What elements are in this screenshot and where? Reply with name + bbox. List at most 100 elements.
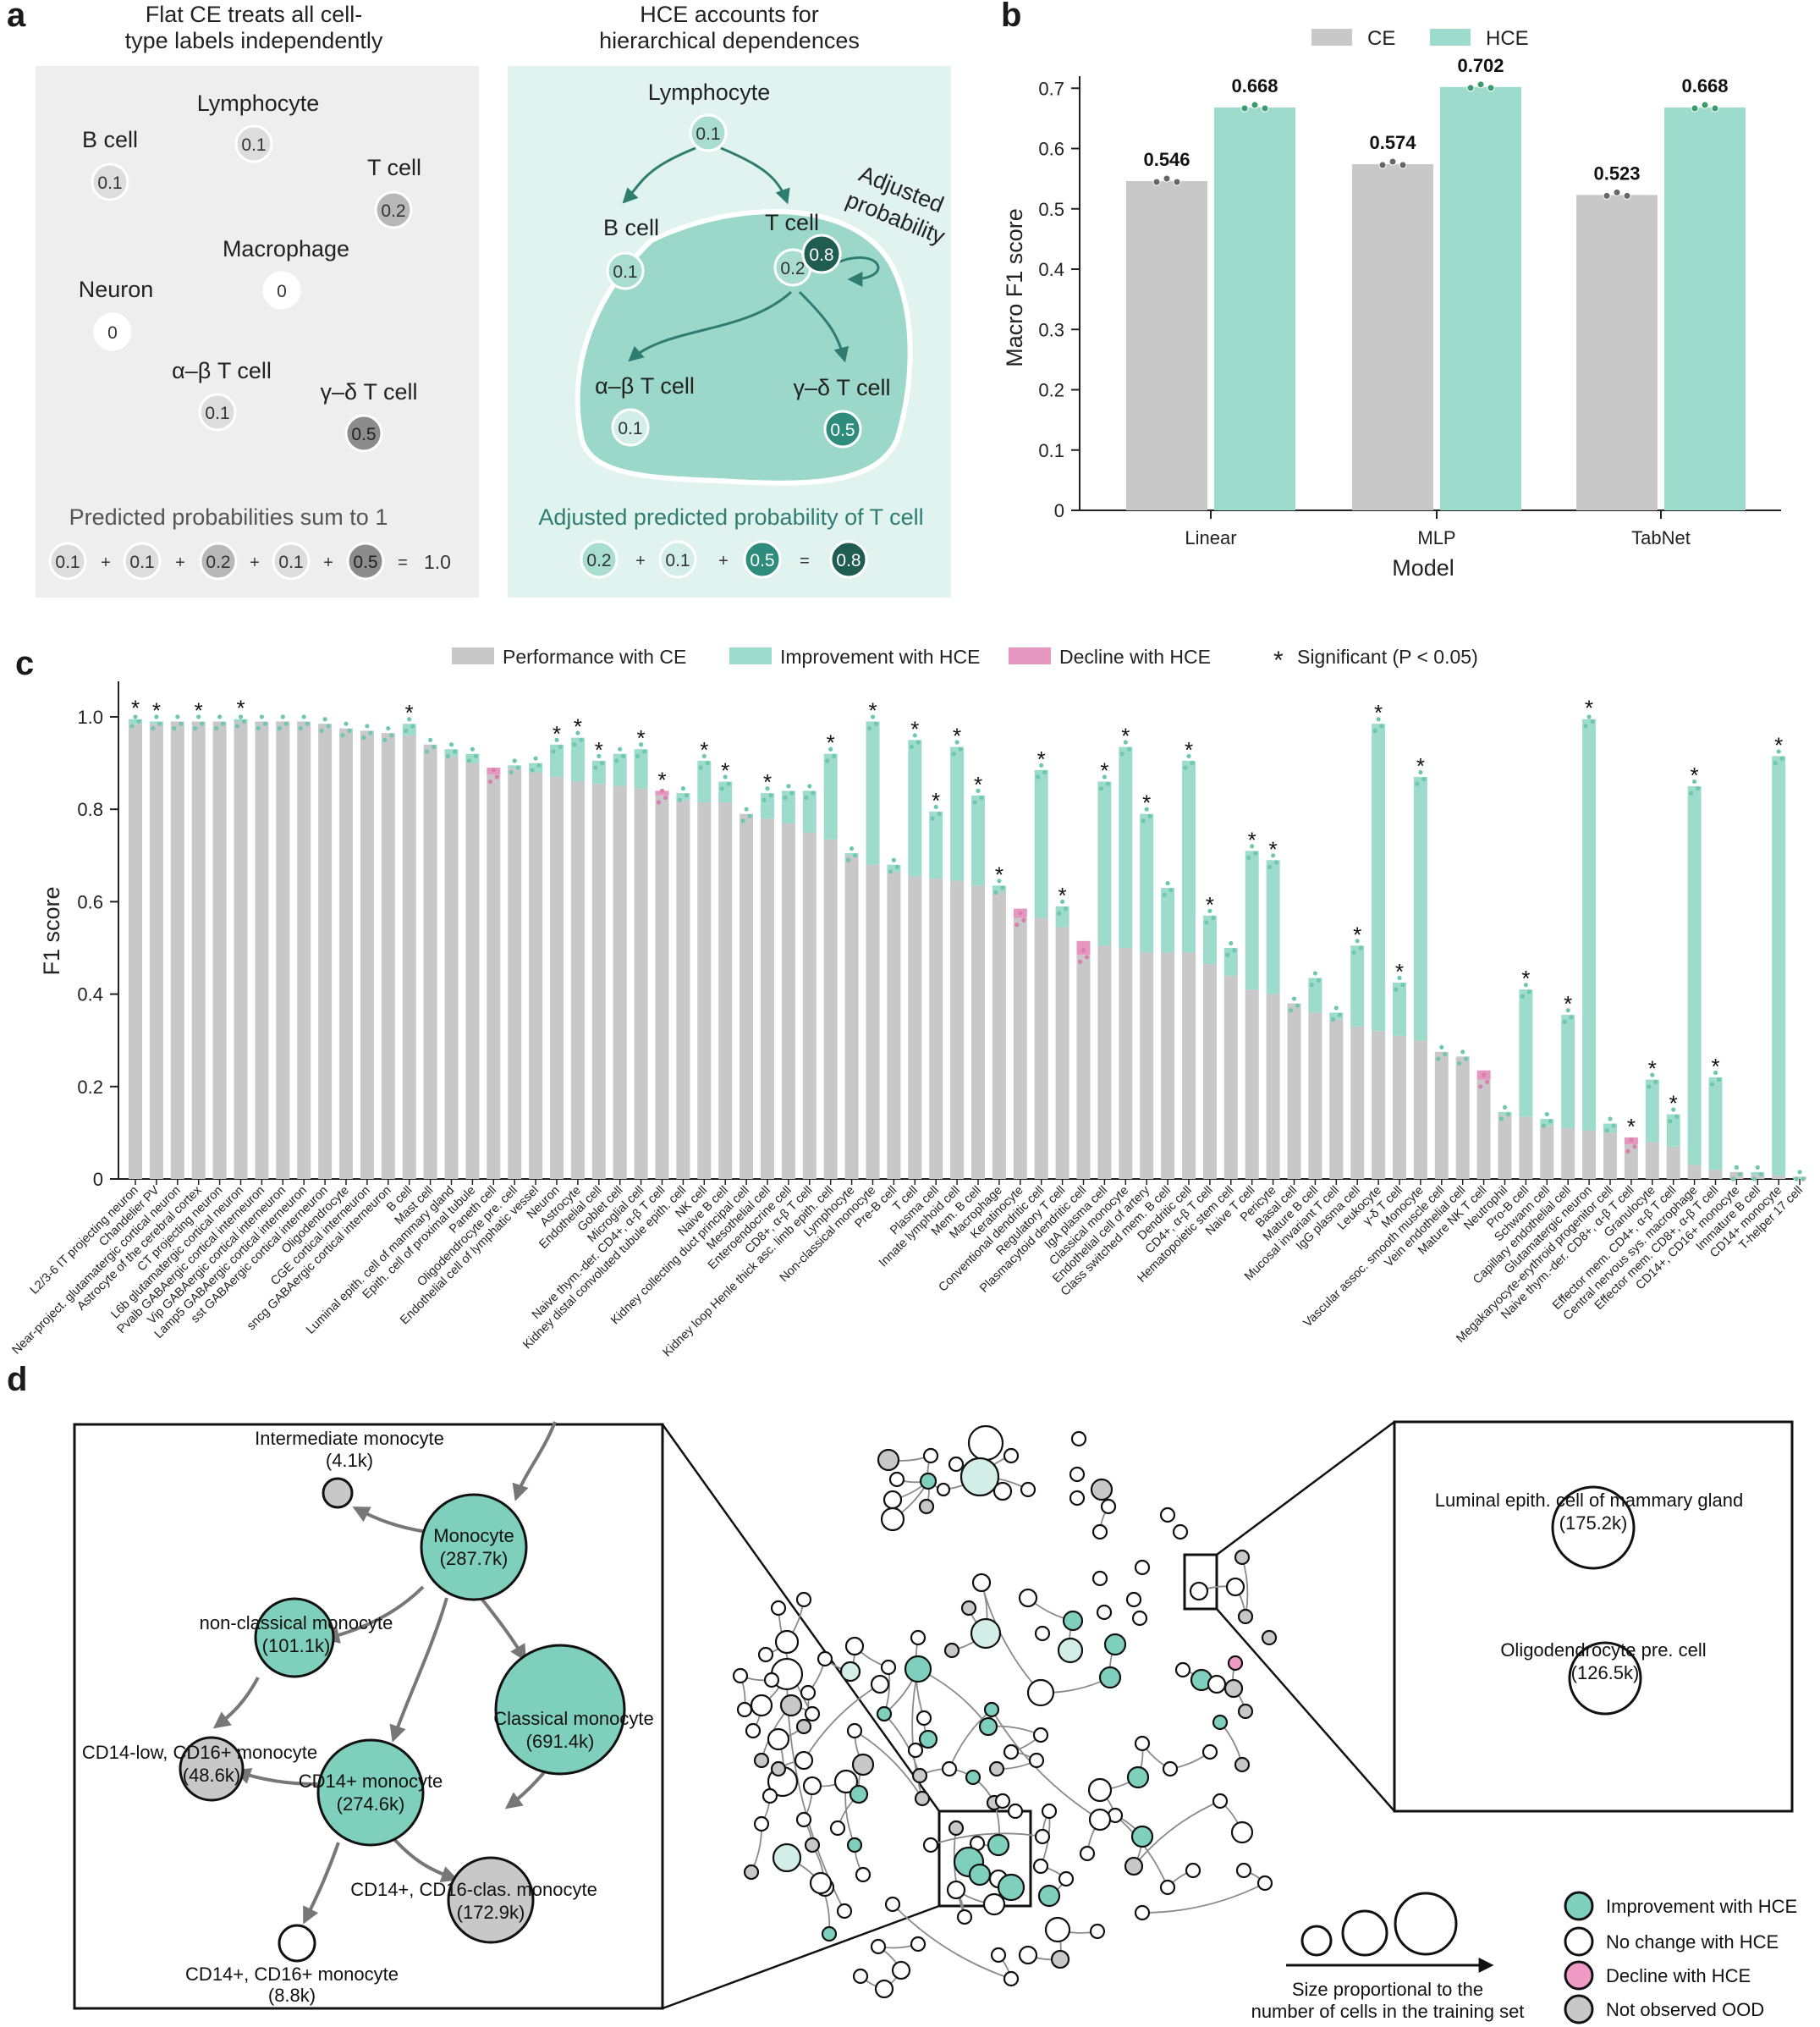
d-network-node — [794, 1750, 814, 1771]
c-bar-ce-18 — [508, 768, 522, 1179]
d-network-node — [904, 1655, 932, 1683]
c-bar-delta-68 — [1561, 1015, 1575, 1128]
c-bar-ce-19 — [529, 772, 543, 1179]
c-star-20: * — [553, 721, 561, 746]
c-rep-dot — [368, 730, 373, 735]
right-sum-term-1: 0.2 — [586, 551, 611, 570]
c-rep-dot — [554, 737, 559, 742]
d-network-node — [880, 1659, 897, 1676]
c-bar-ce-73 — [1666, 1146, 1680, 1179]
c-rep-dot — [659, 788, 665, 793]
c-bar-ce-60 — [1393, 1035, 1406, 1179]
c-rep-dot — [262, 721, 267, 726]
c-rep-dot — [241, 719, 247, 724]
c-rep-dot — [1333, 1005, 1339, 1011]
d-network-node — [876, 1705, 893, 1722]
c-rep-dot — [347, 728, 352, 733]
c-rep-dot — [909, 744, 914, 750]
d-network-node — [1037, 1884, 1061, 1908]
d-network-graph — [732, 1424, 1278, 1999]
c-rep-dot — [1482, 1072, 1487, 1077]
d-network-node — [891, 1960, 911, 1980]
right-sum-term-3-circle — [743, 540, 782, 579]
b-y-axis-label: Macro F1 score — [1002, 208, 1027, 367]
left-node-alpha-beta-label: α–β T cell — [172, 358, 272, 383]
c-rep-dot — [283, 721, 289, 726]
d-network-node — [1032, 1858, 1049, 1875]
c-bar-ce-28 — [718, 802, 733, 1179]
d-count-cd14: (274.6k) — [337, 1793, 405, 1815]
c-rep-dot — [221, 721, 226, 726]
c-bar-ce-47 — [1119, 948, 1133, 1179]
c-bar-ce-48 — [1140, 952, 1154, 1179]
b-rep-dot — [1163, 174, 1171, 183]
c-bar-ce-52 — [1223, 975, 1238, 1179]
c-rep-dot — [1207, 908, 1212, 913]
c-bar-ce-79 — [1793, 1176, 1807, 1179]
c-rep-dot — [1569, 1015, 1574, 1020]
c-bar-delta-77 — [1751, 1171, 1765, 1175]
c-rep-dot — [866, 726, 872, 731]
c-bar-ce-50 — [1182, 952, 1196, 1179]
c-rep-dot — [1288, 1008, 1294, 1013]
c-bar-delta-75 — [1708, 1077, 1723, 1170]
d-network-node — [774, 1629, 800, 1655]
b-bar-label-hce-tabnet: 0.668 — [1681, 75, 1728, 96]
c-bar-delta-0 — [129, 719, 142, 724]
c-rep-dot — [407, 717, 412, 722]
d-network-node — [1234, 1549, 1251, 1566]
d-network-node — [1230, 1820, 1254, 1844]
d-network-node — [1237, 1703, 1254, 1720]
left-node-lymphocyte: Lymphocyte 0.1 — [197, 91, 319, 163]
d-network-node — [910, 1629, 926, 1646]
c-rep-dot — [1526, 989, 1531, 994]
c-bar-delta-49 — [1161, 888, 1175, 953]
c-rep-dot — [1337, 1012, 1342, 1017]
d-network-node — [880, 1506, 905, 1532]
c-rep-dot — [642, 749, 647, 754]
c-rep-dot — [172, 726, 177, 731]
d-network-node — [1069, 1490, 1086, 1506]
b-rep-dot — [1173, 178, 1181, 186]
c-rep-dot — [305, 721, 310, 726]
b-bar-label-ce-tabnet: 0.523 — [1593, 162, 1640, 184]
d-label-nonclassical: non-classical monocyte — [200, 1612, 393, 1633]
c-rep-dot — [677, 797, 683, 802]
left-sum-term-3: 0.2 — [206, 553, 230, 572]
b-ytick-label-2: 0.2 — [1038, 380, 1064, 401]
d-network-node — [1189, 1581, 1209, 1601]
c-star-75: * — [1711, 1054, 1719, 1079]
d-node-cd14low-cd16 — [179, 1736, 245, 1802]
d-network-node — [1235, 1862, 1252, 1879]
c-legend-hce-swatch — [729, 647, 772, 664]
c-rep-dot — [389, 733, 394, 738]
c-bar-ce-42 — [1013, 917, 1027, 1179]
d-network-node — [1098, 1666, 1122, 1689]
c-bar-delta-54 — [1266, 860, 1280, 994]
d-size-small — [1300, 1925, 1333, 1957]
d-network-node — [1088, 1808, 1112, 1831]
c-ytick-label-5: 1.0 — [77, 707, 103, 728]
c-bar-delta-18 — [508, 765, 522, 768]
c-star-41: * — [995, 862, 1003, 887]
c-bar-delta-61 — [1413, 776, 1427, 1041]
left-sum-label: Predicted probabilities sum to 1 — [69, 504, 388, 530]
d-label-cd14-cd16-pos: CD14+, CD16+ monocyte — [185, 1964, 399, 1985]
d-count-cd14-cd16-clas: (172.9k) — [457, 1902, 525, 1923]
panel-a-left-title-line1: Flat CE treats all cell- — [145, 2, 363, 27]
c-rep-dot — [684, 793, 690, 798]
d-network-node — [829, 1820, 846, 1837]
c-bar-ce-51 — [1202, 964, 1217, 1179]
b-xtick-label-mlp: MLP — [1417, 527, 1455, 548]
c-rep-dot — [723, 774, 728, 779]
left-node-neuron: Neuron 0 — [79, 277, 153, 351]
d-node-monocyte — [420, 1493, 528, 1601]
c-bar-ce-74 — [1687, 1165, 1702, 1179]
c-rep-dot — [1190, 761, 1195, 766]
d-network-edge — [1114, 1815, 1168, 1888]
right-sum-term-2: 0.1 — [665, 551, 690, 570]
d-network-node — [1162, 1760, 1179, 1777]
c-rep-dot — [804, 795, 809, 801]
d-network-node — [1003, 1743, 1020, 1760]
t-cell-subtree-blob — [575, 209, 913, 486]
